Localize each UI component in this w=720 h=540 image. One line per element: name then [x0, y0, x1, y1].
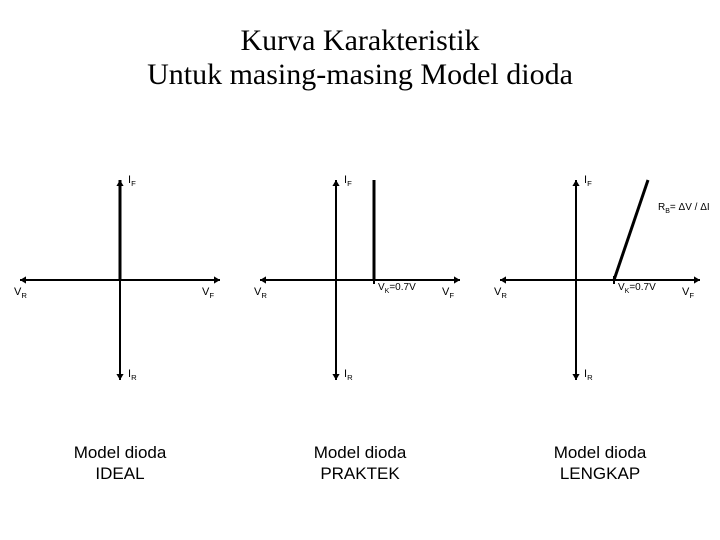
chart-svg-praktek: [250, 150, 470, 410]
label-if: IF: [128, 174, 136, 188]
model-caption-line1: Model dioda: [250, 442, 470, 463]
label-if: IF: [584, 174, 592, 188]
model-caption-praktek: Model diodaPRAKTEK: [250, 442, 470, 485]
title-line-2: Untuk masing-masing Model dioda: [0, 58, 720, 92]
model-caption-line1: Model dioda: [490, 442, 710, 463]
chart-ideal: IF IR VR VF: [10, 150, 230, 410]
label-vr: VR: [14, 286, 27, 300]
label-ir: IR: [344, 368, 353, 382]
label-vk: VK=0.7V: [618, 282, 656, 295]
label-vf: VF: [442, 286, 454, 300]
label-vk: VK=0.7V: [378, 282, 416, 295]
model-caption-lengkap: Model diodaLENGKAP: [490, 442, 710, 485]
charts-row: IF IR VR VF IF IR VR VF VK=0.7V IF IR VR VF VK=0.7V…: [0, 150, 720, 410]
label-vr: VR: [494, 286, 507, 300]
label-if: IF: [344, 174, 352, 188]
label-rb: RB= ΔV / ΔI: [658, 202, 710, 215]
chart-svg-ideal: [10, 150, 230, 410]
chart-svg-lengkap: [490, 150, 710, 410]
model-caption-line1: Model dioda: [10, 442, 230, 463]
model-caption-ideal: Model diodaIDEAL: [10, 442, 230, 485]
label-vf: VF: [202, 286, 214, 300]
chart-lengkap: IF IR VR VF VK=0.7V RB= ΔV / ΔI: [490, 150, 710, 410]
label-ir: IR: [584, 368, 593, 382]
label-vf: VF: [682, 286, 694, 300]
label-ir: IR: [128, 368, 137, 382]
model-caption-line2: PRAKTEK: [250, 463, 470, 484]
model-caption-line2: LENGKAP: [490, 463, 710, 484]
label-vr: VR: [254, 286, 267, 300]
title-line-1: Kurva Karakteristik: [0, 24, 720, 58]
chart-praktek: IF IR VR VF VK=0.7V: [250, 150, 470, 410]
slide: { "title": { "line1": "Kurva Karakterist…: [0, 0, 720, 540]
models-row: Model diodaIDEALModel diodaPRAKTEKModel …: [0, 442, 720, 485]
model-caption-line2: IDEAL: [10, 463, 230, 484]
